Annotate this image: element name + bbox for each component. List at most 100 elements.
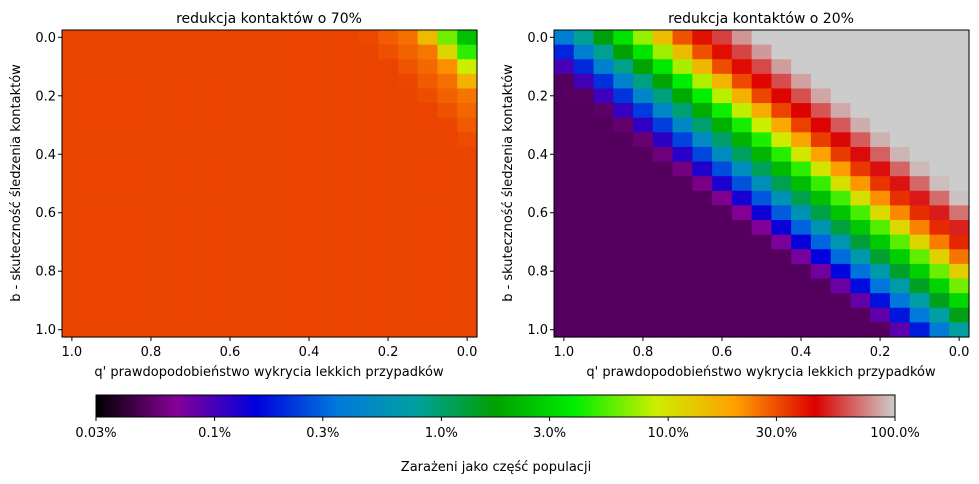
heatmap-cell	[121, 132, 142, 148]
heatmap-cell	[417, 132, 439, 148]
heatmap-cell	[318, 263, 340, 280]
heatmap-cell	[870, 190, 891, 207]
heatmap-cell	[712, 293, 733, 309]
heatmap-cell	[279, 263, 300, 280]
heatmap-cell	[889, 220, 911, 236]
heatmap-cell	[279, 205, 300, 221]
heatmap-cell	[672, 249, 693, 265]
heatmap-cell	[180, 249, 201, 265]
heatmap-cell	[397, 103, 419, 119]
y-tick-label: 0.4	[527, 148, 548, 163]
heatmap-cell	[417, 190, 439, 207]
heatmap-cell	[870, 293, 891, 309]
heatmap-cell	[554, 234, 575, 250]
heatmap-cell	[437, 132, 458, 148]
heatmap-cell	[672, 88, 693, 104]
heatmap-cell	[870, 30, 891, 46]
colorbar-tick-label: 0.3%	[306, 426, 339, 441]
heatmap-cell	[949, 88, 970, 104]
heatmap-cell	[239, 234, 261, 250]
heatmap-cell	[417, 176, 439, 192]
heatmap-cell	[810, 88, 832, 104]
heatmap-cell	[672, 30, 693, 46]
heatmap-cell	[200, 234, 221, 250]
heatmap-cell	[692, 161, 713, 177]
heatmap-cell	[830, 322, 852, 338]
heatmap-cell	[160, 132, 182, 148]
heatmap-cell	[692, 73, 713, 90]
heatmap-cell	[633, 88, 654, 104]
heatmap-cell	[712, 88, 733, 104]
heatmap-cell	[81, 293, 103, 309]
heatmap-cell	[378, 176, 399, 192]
heatmap-cell	[633, 30, 654, 46]
heatmap-cell	[378, 278, 399, 294]
heatmap-cell	[633, 103, 654, 119]
heatmap-cell	[791, 44, 812, 60]
heatmap-cell	[180, 59, 201, 75]
heatmap-cell	[810, 44, 832, 60]
heatmap-cell	[672, 103, 693, 119]
heatmap-cell	[121, 117, 142, 133]
heatmap-cell	[141, 307, 162, 323]
heatmap-cell	[652, 59, 674, 75]
heatmap-cell	[101, 132, 122, 148]
heatmap-cell	[613, 322, 634, 338]
heatmap-cell	[870, 278, 891, 294]
heatmap-cell	[81, 234, 103, 250]
heatmap-cell	[613, 30, 634, 46]
heatmap-cell	[121, 263, 142, 280]
heatmap-cell	[62, 161, 83, 177]
heatmap-cell	[791, 278, 812, 294]
heatmap-cell	[200, 205, 221, 221]
heatmap-cell	[830, 234, 852, 250]
heatmap-cell	[652, 88, 674, 104]
heatmap-cell	[338, 249, 360, 265]
heatmap-cell	[121, 249, 142, 265]
heatmap-cell	[180, 205, 201, 221]
heatmap-cell	[949, 322, 970, 338]
heatmap-cell	[338, 30, 360, 46]
heatmap-cell	[672, 220, 693, 236]
panel-title-left: redukcja kontaktów o 70%	[176, 11, 362, 27]
heatmap-cell	[239, 73, 261, 90]
heatmap-cell	[771, 322, 792, 338]
heatmap-cell	[613, 161, 634, 177]
heatmap-cell	[791, 176, 812, 192]
heatmap-cell	[810, 205, 832, 221]
heatmap-cell	[672, 73, 693, 90]
heatmap-cell	[929, 176, 950, 192]
heatmap-cell	[220, 117, 241, 133]
heatmap-cell	[338, 293, 360, 309]
heatmap-cell	[593, 278, 614, 294]
heatmap-cell	[338, 161, 360, 177]
heatmap-cell	[633, 117, 654, 133]
heatmap-cell	[417, 249, 439, 265]
heatmap-cell	[160, 161, 182, 177]
heatmap-cell	[830, 249, 852, 265]
heatmap-cell	[593, 73, 614, 90]
heatmap-cell	[318, 176, 340, 192]
heatmap-cell	[573, 176, 595, 192]
heatmap-cell	[141, 220, 162, 236]
heatmap-cell	[239, 190, 261, 207]
heatmap-cell	[101, 44, 122, 60]
x-axis-label-right: q' prawdopodobieństwo wykrycia lekkich p…	[586, 365, 936, 380]
heatmap-cell	[573, 190, 595, 207]
heatmap-cell	[929, 117, 950, 133]
heatmap-cell	[593, 249, 614, 265]
colorbar-tick-label: 0.03%	[75, 426, 116, 441]
heatmap-cell	[338, 103, 360, 119]
heatmap-cell	[672, 307, 693, 323]
heatmap-cell	[672, 176, 693, 192]
heatmap-cell	[593, 59, 614, 75]
heatmap-cell	[457, 322, 478, 338]
heatmap-cell	[121, 161, 142, 177]
heatmap-cell	[850, 293, 871, 309]
heatmap-cell	[101, 117, 122, 133]
heatmap-cell	[200, 59, 221, 75]
heatmap-cell	[652, 176, 674, 192]
x-tick-label: 0.4	[299, 345, 320, 360]
heatmap-cell	[731, 117, 753, 133]
heatmap-cell	[378, 293, 399, 309]
